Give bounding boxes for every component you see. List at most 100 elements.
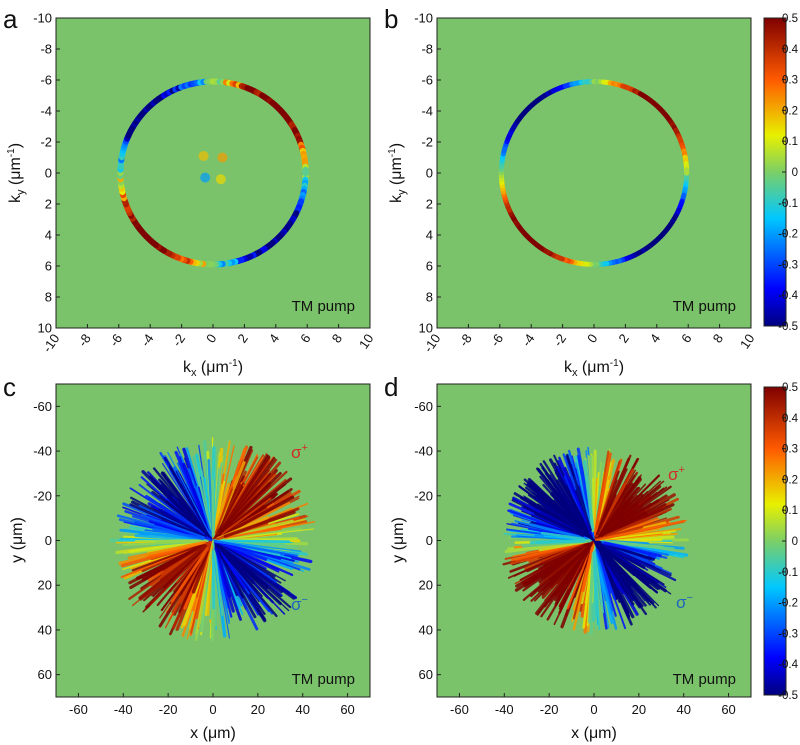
- x-tick-label: 10: [737, 331, 758, 351]
- lobe-streak: [594, 551, 605, 614]
- lobe-streak: [537, 467, 592, 538]
- lobe-streak: [566, 453, 592, 532]
- lobe-streak: [146, 483, 208, 537]
- panel-a-background: [56, 18, 370, 328]
- y-tick-label: 4: [426, 228, 433, 243]
- lobe-streak: [224, 525, 287, 539]
- y-tick-label: -2: [40, 135, 52, 150]
- colorbar-tick-label: 0.5: [782, 382, 798, 394]
- colorbar-tick-label: 0.1: [782, 505, 798, 517]
- lobe-streak: [595, 494, 617, 536]
- panel-c-heatmap: [109, 437, 316, 642]
- y-tick-label: -8: [40, 42, 52, 57]
- lobe-streak: [542, 544, 584, 564]
- panel-letter-c: c: [3, 372, 16, 402]
- x-tick-label: -8: [456, 331, 475, 349]
- lobe-streak: [604, 540, 675, 551]
- lobe-streak: [544, 508, 594, 541]
- panel-b-heatmap: [498, 79, 690, 267]
- panel-a-ylabel: ky (μm-1): [6, 143, 27, 203]
- x-tick-label: -60: [69, 702, 88, 717]
- colorbar-bottom: 0.5 0.4 0.3 0.2 0.1 0 -0.1 -0.2 -0.3 -0.4 -0.5: [763, 382, 799, 702]
- y-tick-label: 6: [45, 259, 52, 274]
- x-tick-label: -2: [169, 331, 188, 349]
- lobe-streak: [215, 540, 279, 554]
- y-tick-label: 0: [426, 166, 433, 181]
- x-tick-label: 20: [251, 702, 265, 717]
- panel-c-ylabel: y (μm): [9, 517, 26, 563]
- lobe-streak: [601, 486, 668, 535]
- lobe-streak: [595, 548, 614, 612]
- x-tick-label: -20: [159, 702, 178, 717]
- x-tick-label: -4: [138, 331, 157, 349]
- lobe-streak: [593, 540, 634, 587]
- panel-c-xlabel: x (μm): [190, 725, 236, 742]
- lobe-streak: [558, 547, 591, 610]
- panel-d-xlabel: x (μm): [571, 725, 617, 742]
- lobe-streak: [213, 539, 268, 562]
- lobe-streak: [148, 475, 208, 536]
- lobe-streak: [593, 477, 598, 536]
- colorbar-tick-label: 0.4: [782, 413, 799, 425]
- lobe-streak: [601, 487, 639, 532]
- lobe-streak: [558, 456, 594, 538]
- y-tick-label: -8: [421, 42, 433, 57]
- y-tick-label: 8: [426, 290, 433, 305]
- colorbar-tick-label: -0.1: [778, 198, 798, 210]
- x-tick-label: 8: [710, 331, 726, 346]
- y-tick-label: -40: [414, 444, 433, 459]
- lobe-streak: [212, 541, 224, 616]
- colorbar-tick-label: 0: [792, 536, 798, 548]
- lobe-streak: [529, 539, 586, 545]
- lobe-streak: [195, 540, 214, 635]
- lobe-streak: [211, 549, 215, 610]
- lobe-streak: [217, 542, 286, 592]
- lobe-streak: [598, 468, 635, 531]
- lobe-streak: [224, 528, 315, 540]
- lobe-streak: [592, 550, 598, 618]
- center-spot: [200, 172, 211, 183]
- lobe-streak: [593, 541, 630, 617]
- lobe-streak: [604, 530, 677, 541]
- x-tick-label: 6: [678, 331, 694, 346]
- colorbar-tick-label: -0.5: [778, 690, 798, 702]
- colorbar-tick-label: 0.1: [782, 136, 798, 148]
- x-tick-label: 6: [297, 331, 313, 346]
- lobe-streak: [215, 539, 291, 543]
- y-tick-label: 10: [38, 321, 52, 336]
- y-tick-label: -40: [33, 444, 52, 459]
- lobe-streak: [594, 519, 687, 541]
- lobe-streak: [207, 548, 214, 616]
- x-tick-label: -60: [450, 702, 469, 717]
- lobe-streak: [211, 495, 295, 543]
- lobe-streak: [592, 477, 595, 532]
- lobe-streak: [131, 542, 207, 572]
- colorbar-tick-label: 0: [792, 167, 798, 179]
- x-tick-label: 4: [266, 331, 282, 346]
- lobe-streak: [186, 541, 214, 640]
- panel-c-plot: TM pump σ+ σ−: [55, 383, 371, 698]
- x-tick-label: 0: [584, 331, 600, 346]
- x-tick-label: -6: [487, 331, 506, 349]
- panel-letter-b: b: [384, 4, 398, 34]
- colorbar-tick-label: -0.2: [778, 598, 798, 610]
- lobe-streak: [182, 462, 213, 537]
- panel-d-plot: TM pump σ+ σ−: [436, 383, 752, 698]
- lobe-streak: [195, 485, 213, 537]
- lobe-streak: [600, 499, 660, 537]
- lobe-streak: [164, 544, 212, 629]
- lobe-streak: [588, 551, 595, 624]
- y-tick-label: -4: [421, 104, 433, 119]
- x-tick-label: 8: [329, 331, 345, 346]
- panel-d-heatmap: [502, 446, 690, 635]
- y-tick-label: 4: [45, 228, 52, 243]
- x-tick-label: -40: [495, 702, 514, 717]
- lobe-streak: [138, 483, 206, 535]
- y-tick-label: -20: [33, 488, 52, 503]
- y-tick-label: 20: [38, 578, 52, 593]
- lobe-streak: [550, 492, 595, 542]
- lobe-streak: [555, 480, 588, 531]
- colorbar-tick-label: 0.3: [782, 75, 798, 87]
- colorbar-top: 0.5 0.4 0.3 0.2 0.1 0 -0.1 -0.2 -0.3 -0.4 -0.5: [763, 13, 799, 333]
- y-tick-label: 10: [419, 321, 433, 336]
